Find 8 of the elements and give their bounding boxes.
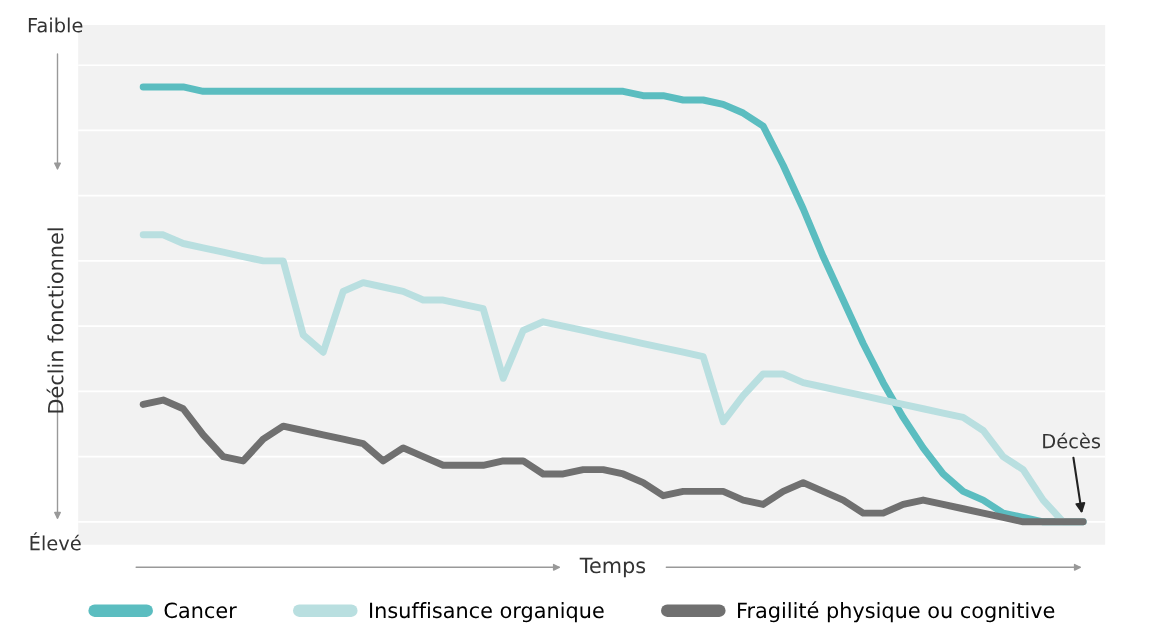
text: Faible	[28, 17, 83, 33]
legend-label: Fragilité physique ou cognitive	[738, 601, 1055, 623]
text: Élevé	[30, 532, 81, 551]
legend-label: Insuffisance organique	[370, 602, 604, 623]
legend-label: Cancer	[164, 602, 237, 619]
annotation: Décès	[1043, 432, 1101, 449]
y-axis-title: Déclin fonctionnel	[46, 228, 64, 413]
x-axis-title: Temps	[579, 557, 646, 578]
